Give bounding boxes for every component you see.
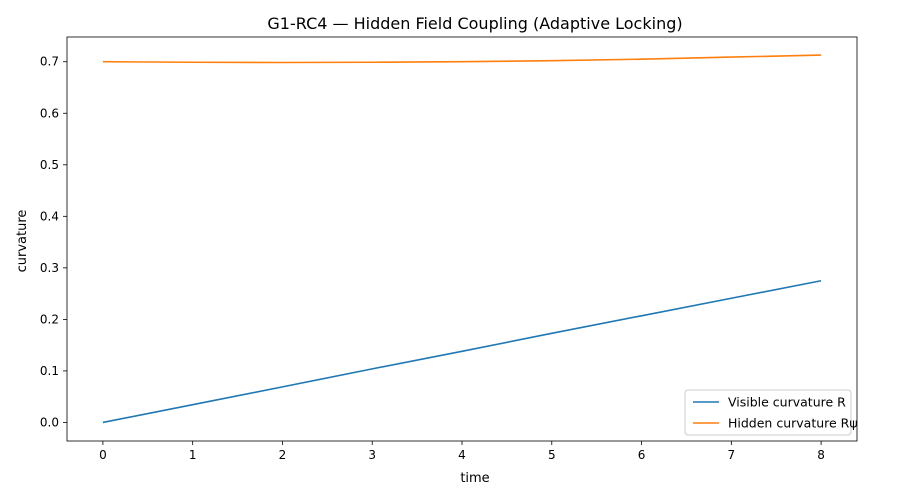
legend-label: Visible curvature R	[728, 395, 846, 410]
y-axis-label: curvature	[15, 210, 30, 273]
x-tick-label: 8	[817, 448, 825, 462]
y-tick-label: 0.5	[40, 158, 59, 172]
y-tick-label: 0.2	[40, 312, 59, 326]
x-tick-label: 2	[279, 448, 287, 462]
legend-label: Hidden curvature Rψ	[728, 416, 858, 431]
x-tick-label: 7	[727, 448, 735, 462]
series-line-1	[102, 279, 822, 424]
y-tick-label: 0.4	[40, 209, 59, 223]
x-tick-label: 0	[99, 448, 107, 462]
y-tick-label: 0.0	[40, 415, 59, 429]
y-tick-label: 0.7	[40, 55, 59, 69]
x-tick-label: 6	[638, 448, 646, 462]
x-axis-label: time	[460, 471, 489, 486]
x-tick-label: 5	[548, 448, 556, 462]
y-axis: 0.0 0.1 0.2 0.3 0.4 0.5 0.6 0.7	[40, 55, 67, 429]
y-tick-label: 0.3	[40, 261, 59, 275]
x-tick-label: 1	[189, 448, 197, 462]
x-tick-label: 4	[458, 448, 466, 462]
x-tick-label: 3	[368, 448, 376, 462]
y-tick-label: 0.6	[40, 106, 59, 120]
legend-box	[684, 389, 852, 436]
x-axis: 0 1 2 3 4 5 6 7 8	[99, 441, 825, 462]
series-line-2	[102, 54, 822, 64]
series-group	[102, 54, 822, 424]
legend: Visible curvature R Hidden curvature Rψ	[684, 389, 858, 436]
y-tick-label: 0.1	[40, 364, 59, 378]
chart-title: G1-RC4 — Hidden Field Coupling (Adaptive…	[267, 14, 682, 33]
